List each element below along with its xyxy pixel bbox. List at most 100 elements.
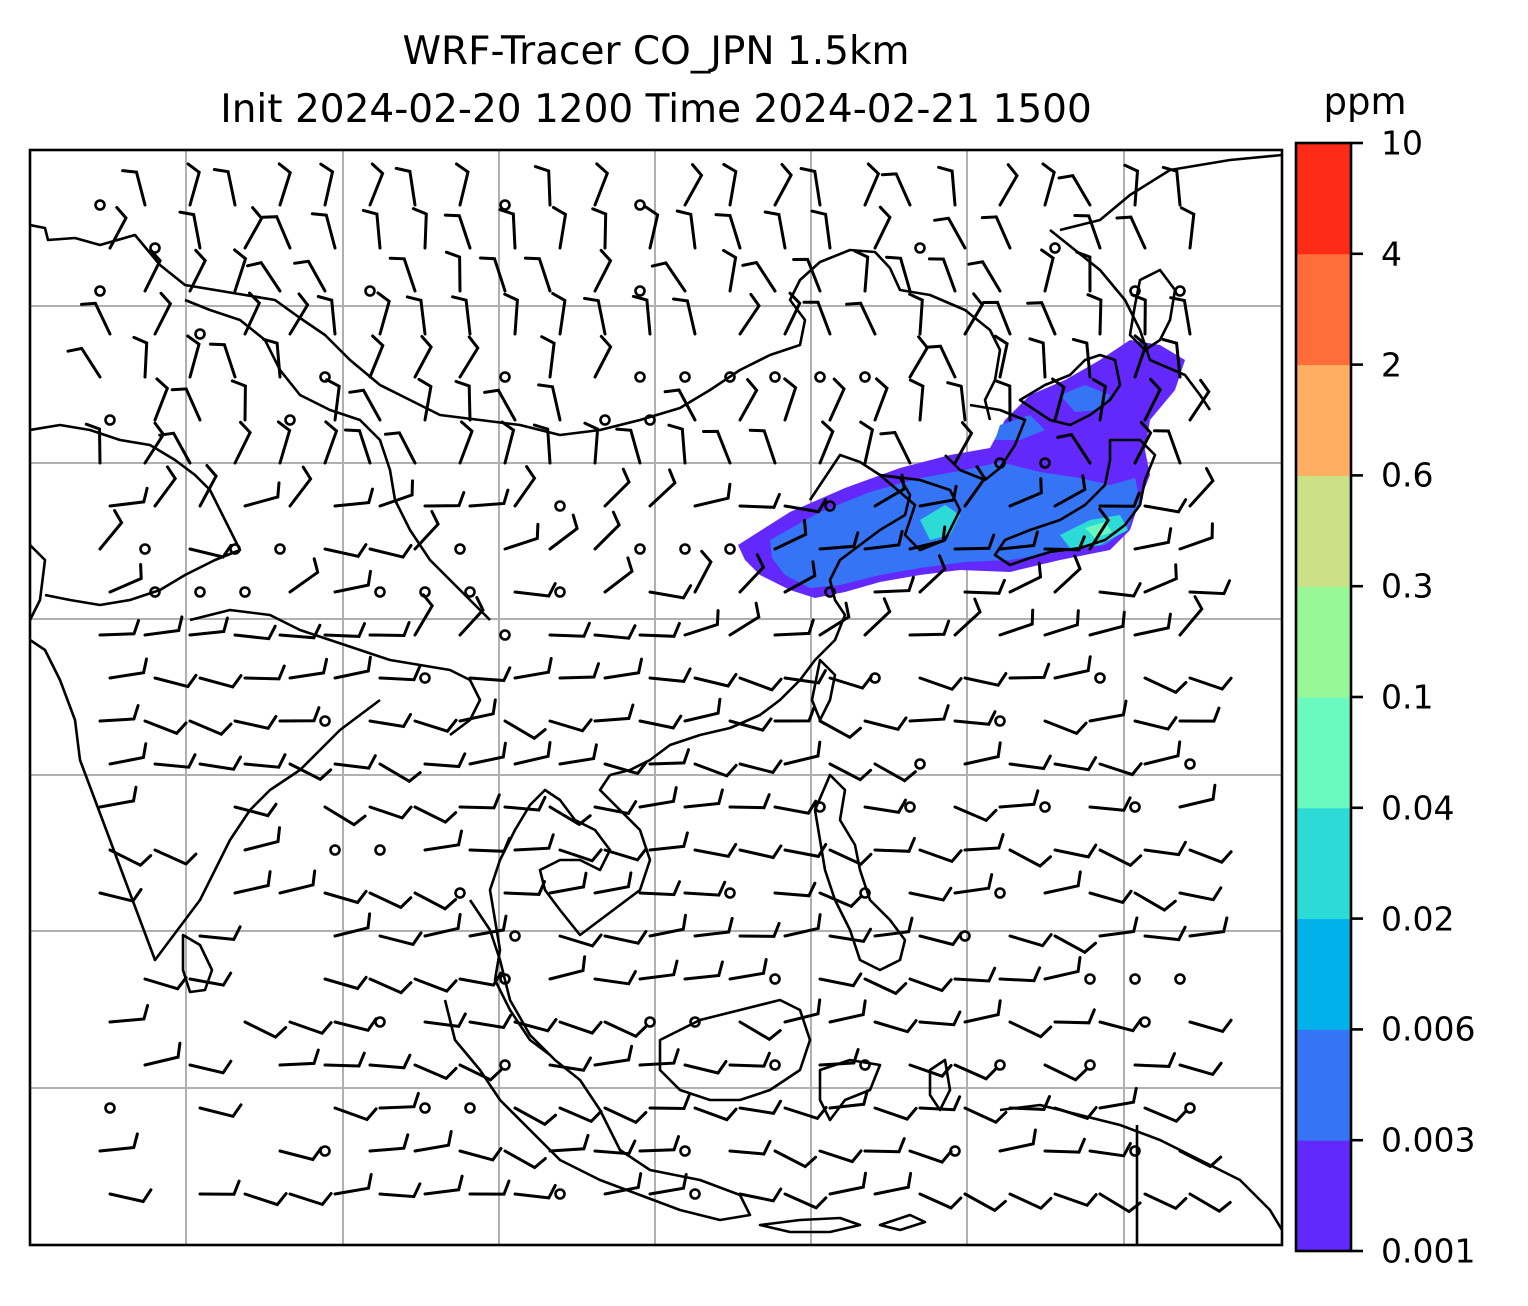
wind-barb bbox=[953, 805, 998, 823]
wind-barb bbox=[513, 1184, 557, 1200]
calm-wind-circle bbox=[1139, 1016, 1151, 1028]
wind-barb bbox=[98, 888, 143, 903]
wind-barb bbox=[1143, 676, 1188, 695]
wind-barb bbox=[603, 467, 631, 508]
wind-barb bbox=[728, 958, 768, 981]
wind-barb bbox=[738, 292, 761, 336]
wind-barb bbox=[1071, 337, 1092, 379]
wind-barb bbox=[631, 294, 652, 336]
wind-barb bbox=[333, 655, 372, 680]
wind-barb bbox=[593, 800, 638, 816]
wind-barb bbox=[1043, 535, 1086, 552]
wind-barb bbox=[310, 212, 337, 250]
wind-barb bbox=[143, 719, 188, 736]
wind-barb bbox=[648, 667, 692, 683]
wind-barb bbox=[683, 880, 727, 897]
calm-wind-circle bbox=[464, 586, 476, 598]
colorbar-band bbox=[1296, 586, 1351, 698]
wind-barb bbox=[908, 977, 953, 993]
wind-barb bbox=[468, 666, 512, 683]
wind-barb bbox=[1086, 293, 1103, 336]
wind-barb bbox=[603, 847, 648, 862]
calm-wind-circle bbox=[769, 973, 781, 985]
wind-barb bbox=[873, 473, 906, 508]
calm-wind-circle bbox=[634, 543, 646, 555]
colorbar-band bbox=[1296, 1140, 1351, 1252]
calm-wind-circle bbox=[689, 1016, 701, 1028]
wind-barb bbox=[683, 788, 724, 809]
wind-barbs bbox=[66, 162, 1233, 1214]
calm-wind-circle bbox=[329, 844, 341, 856]
wind-barb bbox=[468, 914, 508, 938]
wind-barb bbox=[1041, 162, 1056, 207]
wind-barb bbox=[603, 657, 643, 680]
calm-wind-circle bbox=[914, 242, 926, 254]
wind-barb bbox=[648, 748, 690, 766]
wind-barb bbox=[458, 596, 485, 637]
wind-barb bbox=[458, 420, 474, 465]
wind-barb bbox=[333, 912, 372, 938]
wind-barb bbox=[121, 169, 147, 207]
wind-barb bbox=[908, 1063, 953, 1078]
wind-barb bbox=[927, 257, 957, 293]
wind-barb bbox=[233, 870, 272, 895]
calm-wind-circle bbox=[499, 199, 511, 211]
wind-barb bbox=[558, 848, 603, 863]
wind-barb bbox=[1133, 612, 1172, 637]
wind-barb bbox=[818, 1048, 860, 1067]
wind-barb bbox=[728, 793, 771, 810]
wind-barb bbox=[638, 880, 681, 897]
wind-barb bbox=[1130, 293, 1147, 336]
wind-barb bbox=[468, 741, 507, 766]
wind-barb bbox=[458, 1063, 503, 1082]
wind-barb bbox=[863, 716, 908, 732]
wind-barb bbox=[378, 1091, 420, 1110]
wind-barb bbox=[993, 334, 1009, 379]
calm-wind-circle bbox=[194, 586, 206, 598]
wind-barb bbox=[818, 891, 863, 909]
wind-barb bbox=[378, 1182, 422, 1199]
calm-wind-circle bbox=[724, 543, 736, 555]
wind-barb bbox=[1088, 507, 1110, 551]
wind-barb bbox=[1143, 377, 1162, 422]
wind-barb bbox=[783, 1106, 828, 1121]
wind-barb bbox=[1088, 699, 1128, 723]
calm-wind-circle bbox=[769, 371, 781, 383]
wind-barb bbox=[583, 421, 600, 465]
wind-barb bbox=[413, 805, 458, 824]
wind-barb bbox=[548, 1056, 592, 1072]
wind-barb bbox=[243, 753, 287, 769]
wind-barb bbox=[953, 597, 982, 637]
wind-barb bbox=[1143, 925, 1187, 942]
wind-barb bbox=[603, 1020, 648, 1039]
wind-barb bbox=[1188, 579, 1231, 596]
calm-wind-circle bbox=[1129, 1145, 1141, 1157]
wind-barb bbox=[333, 1017, 378, 1033]
calm-wind-circle bbox=[284, 414, 296, 426]
colorbar-tick-label: 0.02 bbox=[1381, 899, 1455, 939]
wind-barb bbox=[188, 248, 208, 293]
wind-barb bbox=[158, 431, 192, 465]
wind-barb bbox=[394, 166, 417, 207]
wind-barb bbox=[188, 616, 229, 637]
wind-barb bbox=[963, 999, 1002, 1024]
wind-barb bbox=[108, 486, 149, 508]
wind-barb bbox=[388, 256, 417, 293]
wind-barb bbox=[333, 569, 372, 594]
wind-barb bbox=[344, 428, 372, 465]
wind-barb bbox=[188, 719, 233, 736]
colorbar-tick-label: 0.1 bbox=[1381, 677, 1434, 717]
wind-barb bbox=[558, 933, 603, 948]
calm-wind-circle bbox=[554, 586, 566, 598]
wind-barb bbox=[108, 742, 148, 766]
wind-barb bbox=[593, 1139, 637, 1156]
calm-wind-circle bbox=[499, 371, 511, 383]
wind-barb bbox=[738, 844, 783, 860]
wind-barb bbox=[738, 492, 781, 509]
wind-barb bbox=[1143, 563, 1178, 594]
wind-barb bbox=[1043, 956, 1082, 981]
wind-barb bbox=[1133, 420, 1153, 465]
wind-barb bbox=[233, 715, 278, 730]
wind-barb bbox=[1057, 174, 1092, 207]
